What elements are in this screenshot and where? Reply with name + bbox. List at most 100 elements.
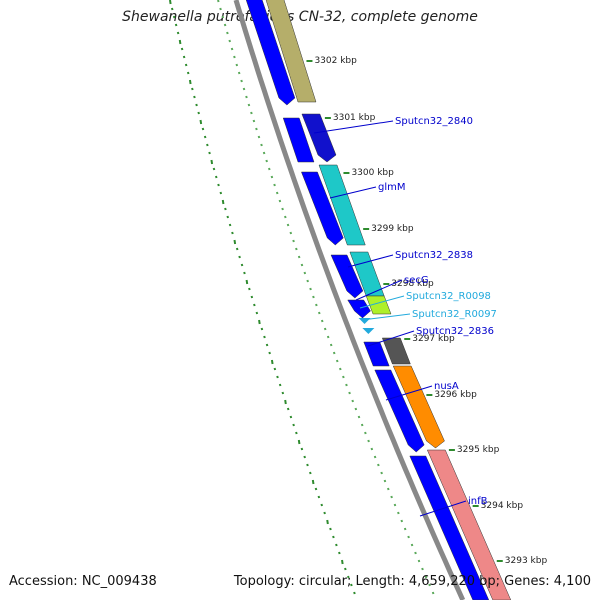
tick-label: 3295 kbp [457, 445, 500, 455]
gc-skew-mark [278, 383, 282, 387]
gc-skew-mark [253, 303, 256, 307]
label-leader [347, 254, 394, 268]
gc-content-mark [309, 287, 312, 291]
gc-content-mark [431, 591, 435, 595]
gc-skew-mark [221, 199, 225, 205]
gene-label: nusA [434, 381, 459, 392]
gc-content-mark [255, 127, 258, 131]
gc-skew-mark [248, 287, 251, 291]
gc-content-track-outer [169, 0, 356, 595]
gc-skew-mark [214, 175, 218, 179]
gc-skew-mark [197, 111, 200, 115]
gc-content-mark [360, 423, 364, 427]
gene-label: Sputcn32_R0097 [412, 309, 497, 320]
gc-skew-mark [297, 439, 301, 445]
gc-content-mark [245, 95, 248, 99]
gc-content-mark [284, 215, 287, 219]
gc-skew-mark [344, 567, 347, 571]
gc-content-mark [318, 311, 321, 315]
tick-label: 3296 kbp [434, 390, 477, 400]
gc-content-mark [273, 183, 276, 187]
label-leader [419, 500, 467, 517]
gc-skew-mark [250, 295, 254, 299]
gc-skew-mark [347, 575, 350, 579]
gc-skew-mark [286, 407, 290, 411]
gc-skew-mark [170, 7, 174, 11]
gc-skew-mark [191, 87, 194, 91]
tick-label: 3297 kbp [412, 334, 455, 344]
gc-content-mark [414, 551, 417, 555]
gc-skew-mark [226, 215, 229, 219]
cds-arrow [374, 369, 425, 453]
gc-content-mark [257, 135, 261, 139]
gc-content-mark [219, 7, 222, 11]
gc-skew-mark [193, 95, 196, 99]
gc-skew-mark [203, 135, 207, 139]
gc-skew-mark [169, 0, 172, 5]
gc-skew-mark [338, 551, 341, 555]
gc-content-mark [240, 79, 243, 83]
gc-content-mark [335, 359, 339, 363]
gc-content-mark [407, 535, 410, 539]
label-leader [329, 186, 377, 199]
gc-skew-mark [292, 423, 295, 427]
gene-label: Sputcn32_R0098 [406, 291, 491, 302]
gc-content-mark [217, 0, 220, 3]
gc-content-mark [242, 87, 246, 91]
gc-content-mark [351, 399, 354, 403]
gc-skew-mark [235, 247, 239, 251]
gc-content-mark [348, 391, 351, 395]
cds-block [363, 341, 390, 367]
tick-label: 3294 kbp [481, 501, 524, 511]
gc-content-mark [320, 319, 324, 323]
cog-block [392, 365, 445, 449]
gc-content-mark [329, 343, 333, 347]
cds-arrow [347, 299, 371, 319]
gc-content-mark [403, 527, 407, 531]
gene-label: glmM [378, 182, 406, 193]
tick-label: 3298 kbp [391, 279, 434, 289]
genome-summary: Topology: circular; Length: 4,659,220 bp… [233, 574, 591, 589]
gc-content-mark [323, 327, 327, 331]
gc-skew-mark [309, 471, 312, 475]
cog-block [365, 295, 392, 315]
cog-block [265, 0, 317, 103]
gc-content-mark [345, 383, 348, 387]
gc-skew-mark [311, 479, 315, 485]
gc-content-mark [417, 559, 421, 563]
gc-content-mark [357, 415, 361, 419]
gc-content-mark [221, 15, 225, 19]
gc-content-mark [228, 39, 231, 43]
gc-content-mark [364, 431, 367, 435]
gc-skew-mark [255, 311, 259, 315]
gc-content-mark [377, 463, 380, 467]
gc-content-mark [390, 495, 393, 499]
gc-skew-mark [281, 391, 285, 395]
gc-content-track-inner [217, 0, 435, 595]
gc-content-mark [247, 103, 251, 107]
cds-arrow [245, 0, 296, 106]
gc-skew-mark [273, 367, 277, 371]
tick-label: 3300 kbp [351, 168, 394, 178]
accession-label: Accession: NC_009438 [9, 574, 157, 589]
gc-content-mark [297, 255, 301, 259]
gene-tracks [245, 0, 512, 600]
gc-content-mark [326, 335, 330, 339]
gc-skew-mark [270, 359, 274, 365]
gc-skew-mark [212, 167, 216, 171]
gc-skew-mark [176, 31, 180, 35]
gc-content-mark [339, 367, 342, 371]
gc-content-mark [428, 583, 431, 587]
gc-content-mark [300, 263, 304, 267]
cog-block [426, 449, 512, 600]
gene-labels: Sputcn32_2840 glmM Sputcn32_2838 secG Sputcn… [313, 116, 497, 517]
gc-skew-mark [172, 15, 176, 19]
gc-content-mark [387, 487, 390, 491]
tick-label: 3299 kbp [371, 224, 414, 234]
gc-content-mark [421, 567, 424, 571]
gc-skew-mark [329, 527, 332, 531]
gc-skew-mark [243, 271, 246, 275]
gc-skew-mark [353, 591, 356, 595]
gc-skew-mark [350, 583, 353, 587]
gc-content-mark [400, 519, 404, 523]
